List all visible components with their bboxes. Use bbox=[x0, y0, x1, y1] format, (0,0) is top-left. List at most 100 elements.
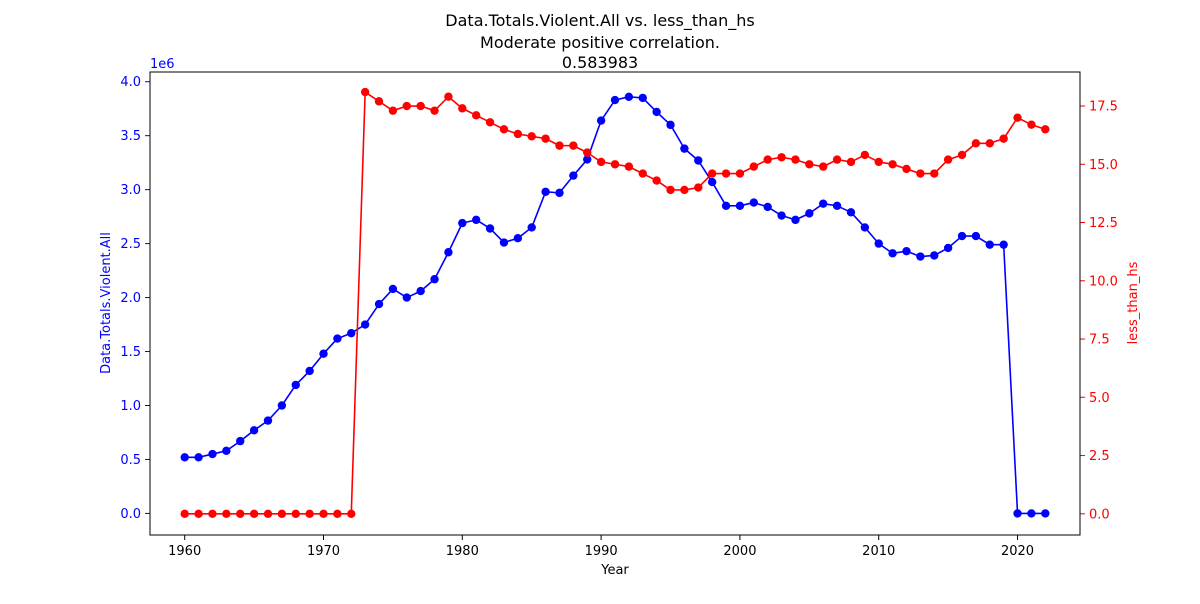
less-than-hs-point bbox=[569, 141, 578, 150]
y-right-tick-label: 0.0 bbox=[1089, 507, 1110, 522]
y-left-tick-label: 2.0 bbox=[120, 291, 141, 306]
y-left-tick-label: 1.0 bbox=[120, 399, 141, 414]
violent-all-point bbox=[638, 93, 647, 103]
less-than-hs-point bbox=[916, 169, 925, 178]
x-tick-label: 1990 bbox=[585, 544, 618, 559]
less-than-hs-point bbox=[846, 157, 856, 167]
less-than-hs-point bbox=[694, 183, 703, 192]
less-than-hs-point bbox=[819, 162, 828, 171]
y-left-tick-label: 3.5 bbox=[120, 129, 141, 144]
y-right-tick-label: 15.0 bbox=[1089, 158, 1118, 173]
violent-all-point bbox=[930, 251, 939, 260]
less-than-hs-point bbox=[943, 155, 953, 164]
less-than-hs-point bbox=[624, 162, 634, 171]
violent-all-point bbox=[291, 380, 300, 390]
less-than-hs-point bbox=[985, 139, 994, 148]
violent-all-point bbox=[347, 328, 356, 338]
violent-all-point bbox=[610, 95, 620, 105]
less-than-hs-point bbox=[513, 129, 523, 139]
less-than-hs-point bbox=[721, 169, 731, 178]
less-than-hs-point bbox=[485, 118, 495, 127]
violent-all-point bbox=[458, 218, 467, 228]
y-left-tick-label: 3.0 bbox=[120, 183, 141, 198]
x-tick-label: 2000 bbox=[723, 544, 756, 559]
violent-all-point bbox=[916, 252, 925, 261]
violent-all-point bbox=[666, 120, 675, 130]
violent-all-point bbox=[694, 156, 703, 165]
chart-subtitle: Moderate positive correlation. bbox=[480, 33, 720, 52]
less-than-hs-point bbox=[749, 162, 759, 171]
series-violent-all bbox=[180, 92, 1050, 518]
violent-all-point bbox=[596, 116, 606, 125]
violent-all-point bbox=[430, 275, 439, 284]
x-tick-label: 2020 bbox=[1001, 544, 1034, 559]
less-than-hs-point bbox=[249, 509, 259, 518]
violent-all-point bbox=[735, 201, 745, 211]
y-left-tick-label: 0.5 bbox=[120, 453, 141, 468]
less-than-hs-point bbox=[499, 125, 509, 134]
less-than-hs-point bbox=[194, 509, 203, 518]
y-right-tick-label: 17.5 bbox=[1089, 100, 1118, 115]
x-tick-label: 1980 bbox=[446, 544, 479, 559]
less-than-hs-point bbox=[291, 509, 300, 518]
violent-all-point bbox=[805, 209, 814, 218]
violent-all-point bbox=[374, 299, 384, 309]
violent-all-point bbox=[513, 234, 523, 243]
violent-all-point bbox=[194, 453, 203, 462]
violent-all-point bbox=[333, 334, 342, 343]
less-than-hs-point bbox=[347, 509, 356, 518]
less-than-hs-point bbox=[471, 111, 481, 120]
less-than-hs-point bbox=[957, 150, 967, 160]
violent-all-point bbox=[819, 199, 828, 208]
less-than-hs-point bbox=[638, 169, 647, 178]
less-than-hs-point bbox=[305, 509, 314, 518]
violent-all-point bbox=[277, 401, 287, 410]
less-than-hs-point bbox=[263, 509, 273, 518]
violent-all-point bbox=[749, 198, 759, 207]
y-right-tick-label: 12.5 bbox=[1089, 216, 1118, 231]
violent-all-point bbox=[249, 426, 259, 435]
violent-all-point bbox=[527, 223, 536, 232]
less-than-hs-point bbox=[555, 141, 564, 150]
axis-ticks: 1960 1970 1980 1990 2000 2010 2020 0.0 0.5 1.0 1.5… bbox=[120, 75, 1118, 559]
violent-all-point bbox=[832, 201, 842, 211]
less-than-hs-point bbox=[860, 150, 870, 160]
less-than-hs-point bbox=[680, 185, 689, 195]
violent-all-point bbox=[569, 171, 578, 180]
y-right-tick-label: 7.5 bbox=[1089, 333, 1110, 348]
less-than-hs-point bbox=[388, 106, 398, 115]
violent-all-point bbox=[222, 446, 231, 456]
violent-all-point bbox=[236, 436, 245, 446]
less-than-hs-point bbox=[791, 155, 800, 164]
less-than-hs-point bbox=[666, 185, 675, 195]
less-than-hs-point bbox=[222, 509, 231, 518]
y-right-tick-label: 2.5 bbox=[1089, 449, 1110, 464]
less-than-hs-point bbox=[208, 509, 217, 518]
violent-all-point bbox=[971, 231, 981, 241]
less-than-hs-point bbox=[1027, 120, 1036, 129]
less-than-hs-point bbox=[1013, 113, 1022, 122]
y-right-tick-label: 5.0 bbox=[1089, 391, 1110, 406]
left-axis-offset-label: 1e6 bbox=[150, 57, 175, 72]
violent-all-point bbox=[860, 223, 870, 232]
less-than-hs-point bbox=[707, 169, 717, 178]
violent-all-point bbox=[1027, 509, 1036, 518]
x-axis-label: Year bbox=[600, 563, 629, 578]
violent-all-point bbox=[874, 239, 883, 248]
chart-title: Data.Totals.Violent.All vs. less_than_hs bbox=[445, 11, 754, 31]
y-left-tick-label: 0.0 bbox=[120, 507, 141, 522]
less-than-hs-point bbox=[333, 509, 342, 518]
y-axis-label-right: less_than_hs bbox=[1126, 261, 1141, 344]
less-than-hs-point bbox=[1041, 125, 1050, 134]
violent-all-point bbox=[388, 284, 398, 294]
less-than-hs-point bbox=[735, 169, 745, 178]
violent-all-point bbox=[499, 238, 509, 247]
violent-all-point bbox=[999, 240, 1008, 249]
y-left-tick-label: 1.5 bbox=[120, 345, 141, 360]
less-than-hs-point bbox=[444, 92, 453, 101]
less-than-hs-point bbox=[805, 160, 814, 169]
less-than-hs-point bbox=[874, 157, 883, 167]
violent-all-point bbox=[624, 92, 634, 102]
